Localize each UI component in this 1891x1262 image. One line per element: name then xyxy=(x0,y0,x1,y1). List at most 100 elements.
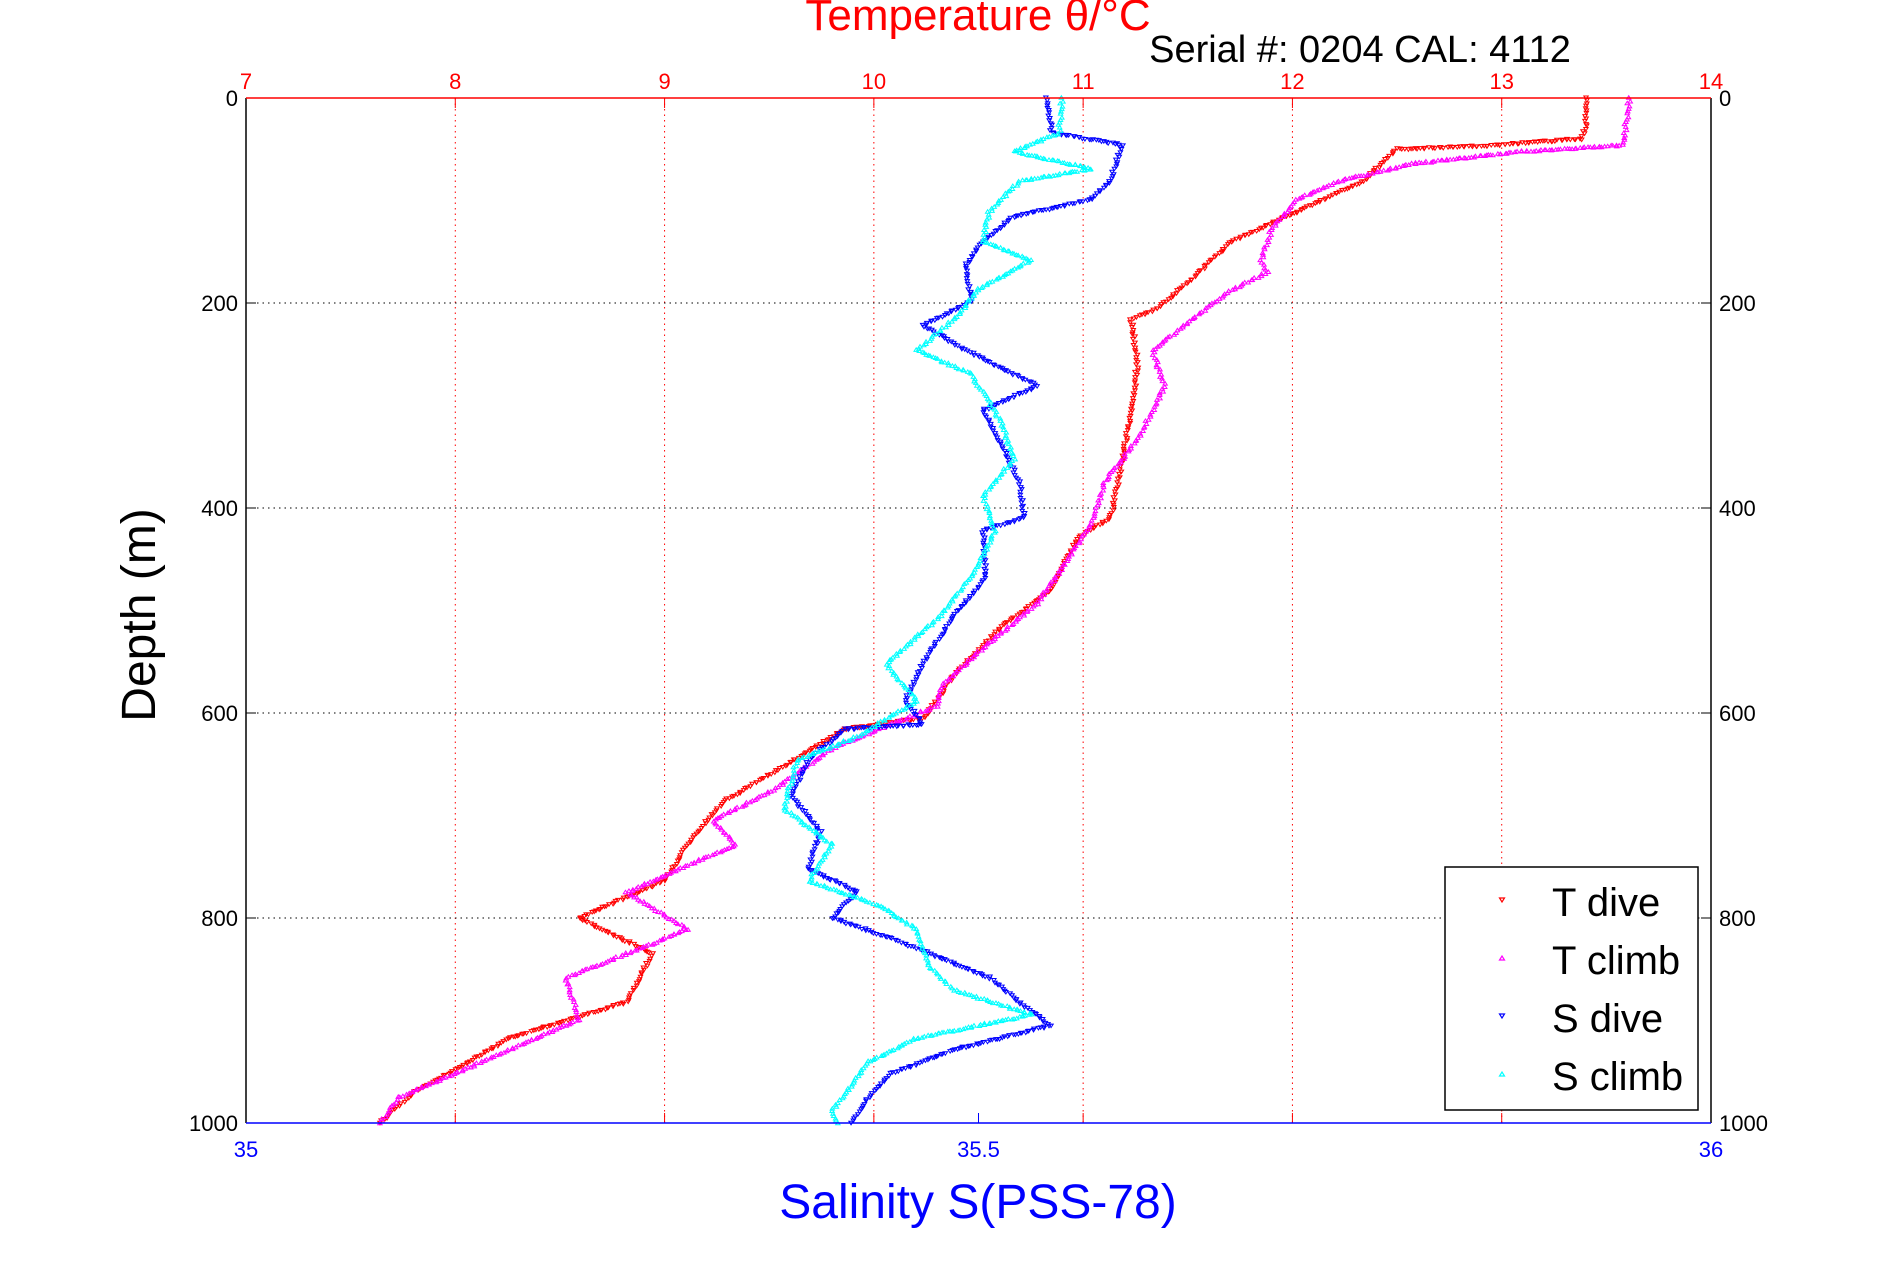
data-point xyxy=(976,1023,983,1028)
data-point xyxy=(1436,145,1443,151)
data-point xyxy=(1056,124,1063,130)
data-point xyxy=(892,1070,899,1076)
data-point xyxy=(1353,182,1360,188)
data-point xyxy=(1021,145,1028,150)
data-point xyxy=(399,1093,406,1099)
data-point xyxy=(902,698,910,704)
data-point xyxy=(1077,163,1084,169)
data-point xyxy=(690,835,697,841)
data-point xyxy=(996,628,1003,634)
data-point xyxy=(1141,312,1149,318)
data-point xyxy=(905,722,912,728)
data-point xyxy=(1004,1003,1011,1009)
data-point xyxy=(814,881,821,887)
data-point xyxy=(758,776,765,782)
data-point xyxy=(990,1019,998,1025)
data-point xyxy=(1577,144,1584,150)
data-point xyxy=(1127,320,1134,326)
data-point xyxy=(932,1031,939,1037)
data-point xyxy=(1001,522,1008,528)
data-point xyxy=(551,1022,558,1028)
data-point xyxy=(982,489,989,495)
data-point xyxy=(1140,424,1148,430)
data-point xyxy=(1124,428,1131,434)
data-point xyxy=(991,529,998,535)
data-point xyxy=(925,960,932,966)
data-point xyxy=(1201,266,1208,272)
data-point xyxy=(991,363,998,369)
data-point xyxy=(833,1103,840,1109)
data-point xyxy=(968,656,975,662)
data-point xyxy=(1072,162,1079,167)
data-point xyxy=(983,506,990,512)
data-point xyxy=(638,971,645,977)
data-point xyxy=(1094,502,1101,508)
data-point xyxy=(1421,159,1428,165)
data-point xyxy=(1002,989,1009,995)
data-point xyxy=(1061,159,1068,165)
data-point xyxy=(845,727,852,733)
data-point xyxy=(901,1040,908,1046)
data-point xyxy=(1159,388,1167,394)
data-point xyxy=(862,1062,869,1068)
data-point xyxy=(817,747,824,753)
grid xyxy=(246,98,1711,1123)
data-point xyxy=(931,703,938,709)
data-point xyxy=(544,1025,551,1030)
data-point xyxy=(668,916,675,922)
data-point xyxy=(854,1112,862,1118)
data-point xyxy=(1021,1005,1028,1011)
data-point xyxy=(839,904,846,910)
data-point xyxy=(1571,137,1578,143)
data-point xyxy=(794,814,801,820)
data-point xyxy=(981,495,989,500)
data-point xyxy=(1380,167,1387,173)
data-point xyxy=(665,916,672,922)
data-point xyxy=(964,279,971,285)
data-point xyxy=(1276,216,1283,222)
data-point xyxy=(930,354,937,360)
data-point xyxy=(1068,551,1075,557)
data-point xyxy=(1028,175,1035,181)
data-point xyxy=(652,876,660,882)
data-point xyxy=(1590,144,1597,150)
data-point xyxy=(1023,211,1030,217)
data-point xyxy=(1046,115,1054,121)
data-point xyxy=(1109,174,1116,180)
data-point xyxy=(1229,286,1236,292)
data-point xyxy=(1001,247,1008,253)
data-point xyxy=(929,1055,936,1061)
data-point xyxy=(1171,331,1178,337)
data-point xyxy=(863,898,870,904)
data-point xyxy=(650,878,657,884)
data-point xyxy=(819,834,827,840)
data-point xyxy=(987,539,994,545)
data-point xyxy=(1012,618,1020,624)
data-point xyxy=(887,724,894,730)
data-point xyxy=(1081,137,1089,142)
data-point xyxy=(1624,110,1631,116)
data-point xyxy=(863,1060,871,1066)
data-point xyxy=(1623,127,1630,133)
tick-label-salinity: 35.5 xyxy=(957,1137,1000,1162)
data-point xyxy=(574,1017,581,1023)
data-point xyxy=(1003,193,1010,199)
data-point xyxy=(939,314,946,320)
data-point xyxy=(1011,519,1018,525)
data-point xyxy=(986,401,993,407)
data-point xyxy=(747,799,754,805)
data-point xyxy=(1067,161,1074,167)
data-point xyxy=(913,1063,920,1069)
data-point xyxy=(997,441,1004,447)
data-point xyxy=(1262,271,1269,276)
data-point xyxy=(1444,145,1452,151)
data-point xyxy=(1608,142,1615,148)
data-point xyxy=(1578,134,1585,140)
data-point xyxy=(876,1083,884,1089)
data-point xyxy=(1289,200,1296,206)
data-point xyxy=(922,708,929,714)
data-point xyxy=(638,883,645,889)
data-point xyxy=(894,708,902,714)
data-point xyxy=(1111,166,1118,172)
